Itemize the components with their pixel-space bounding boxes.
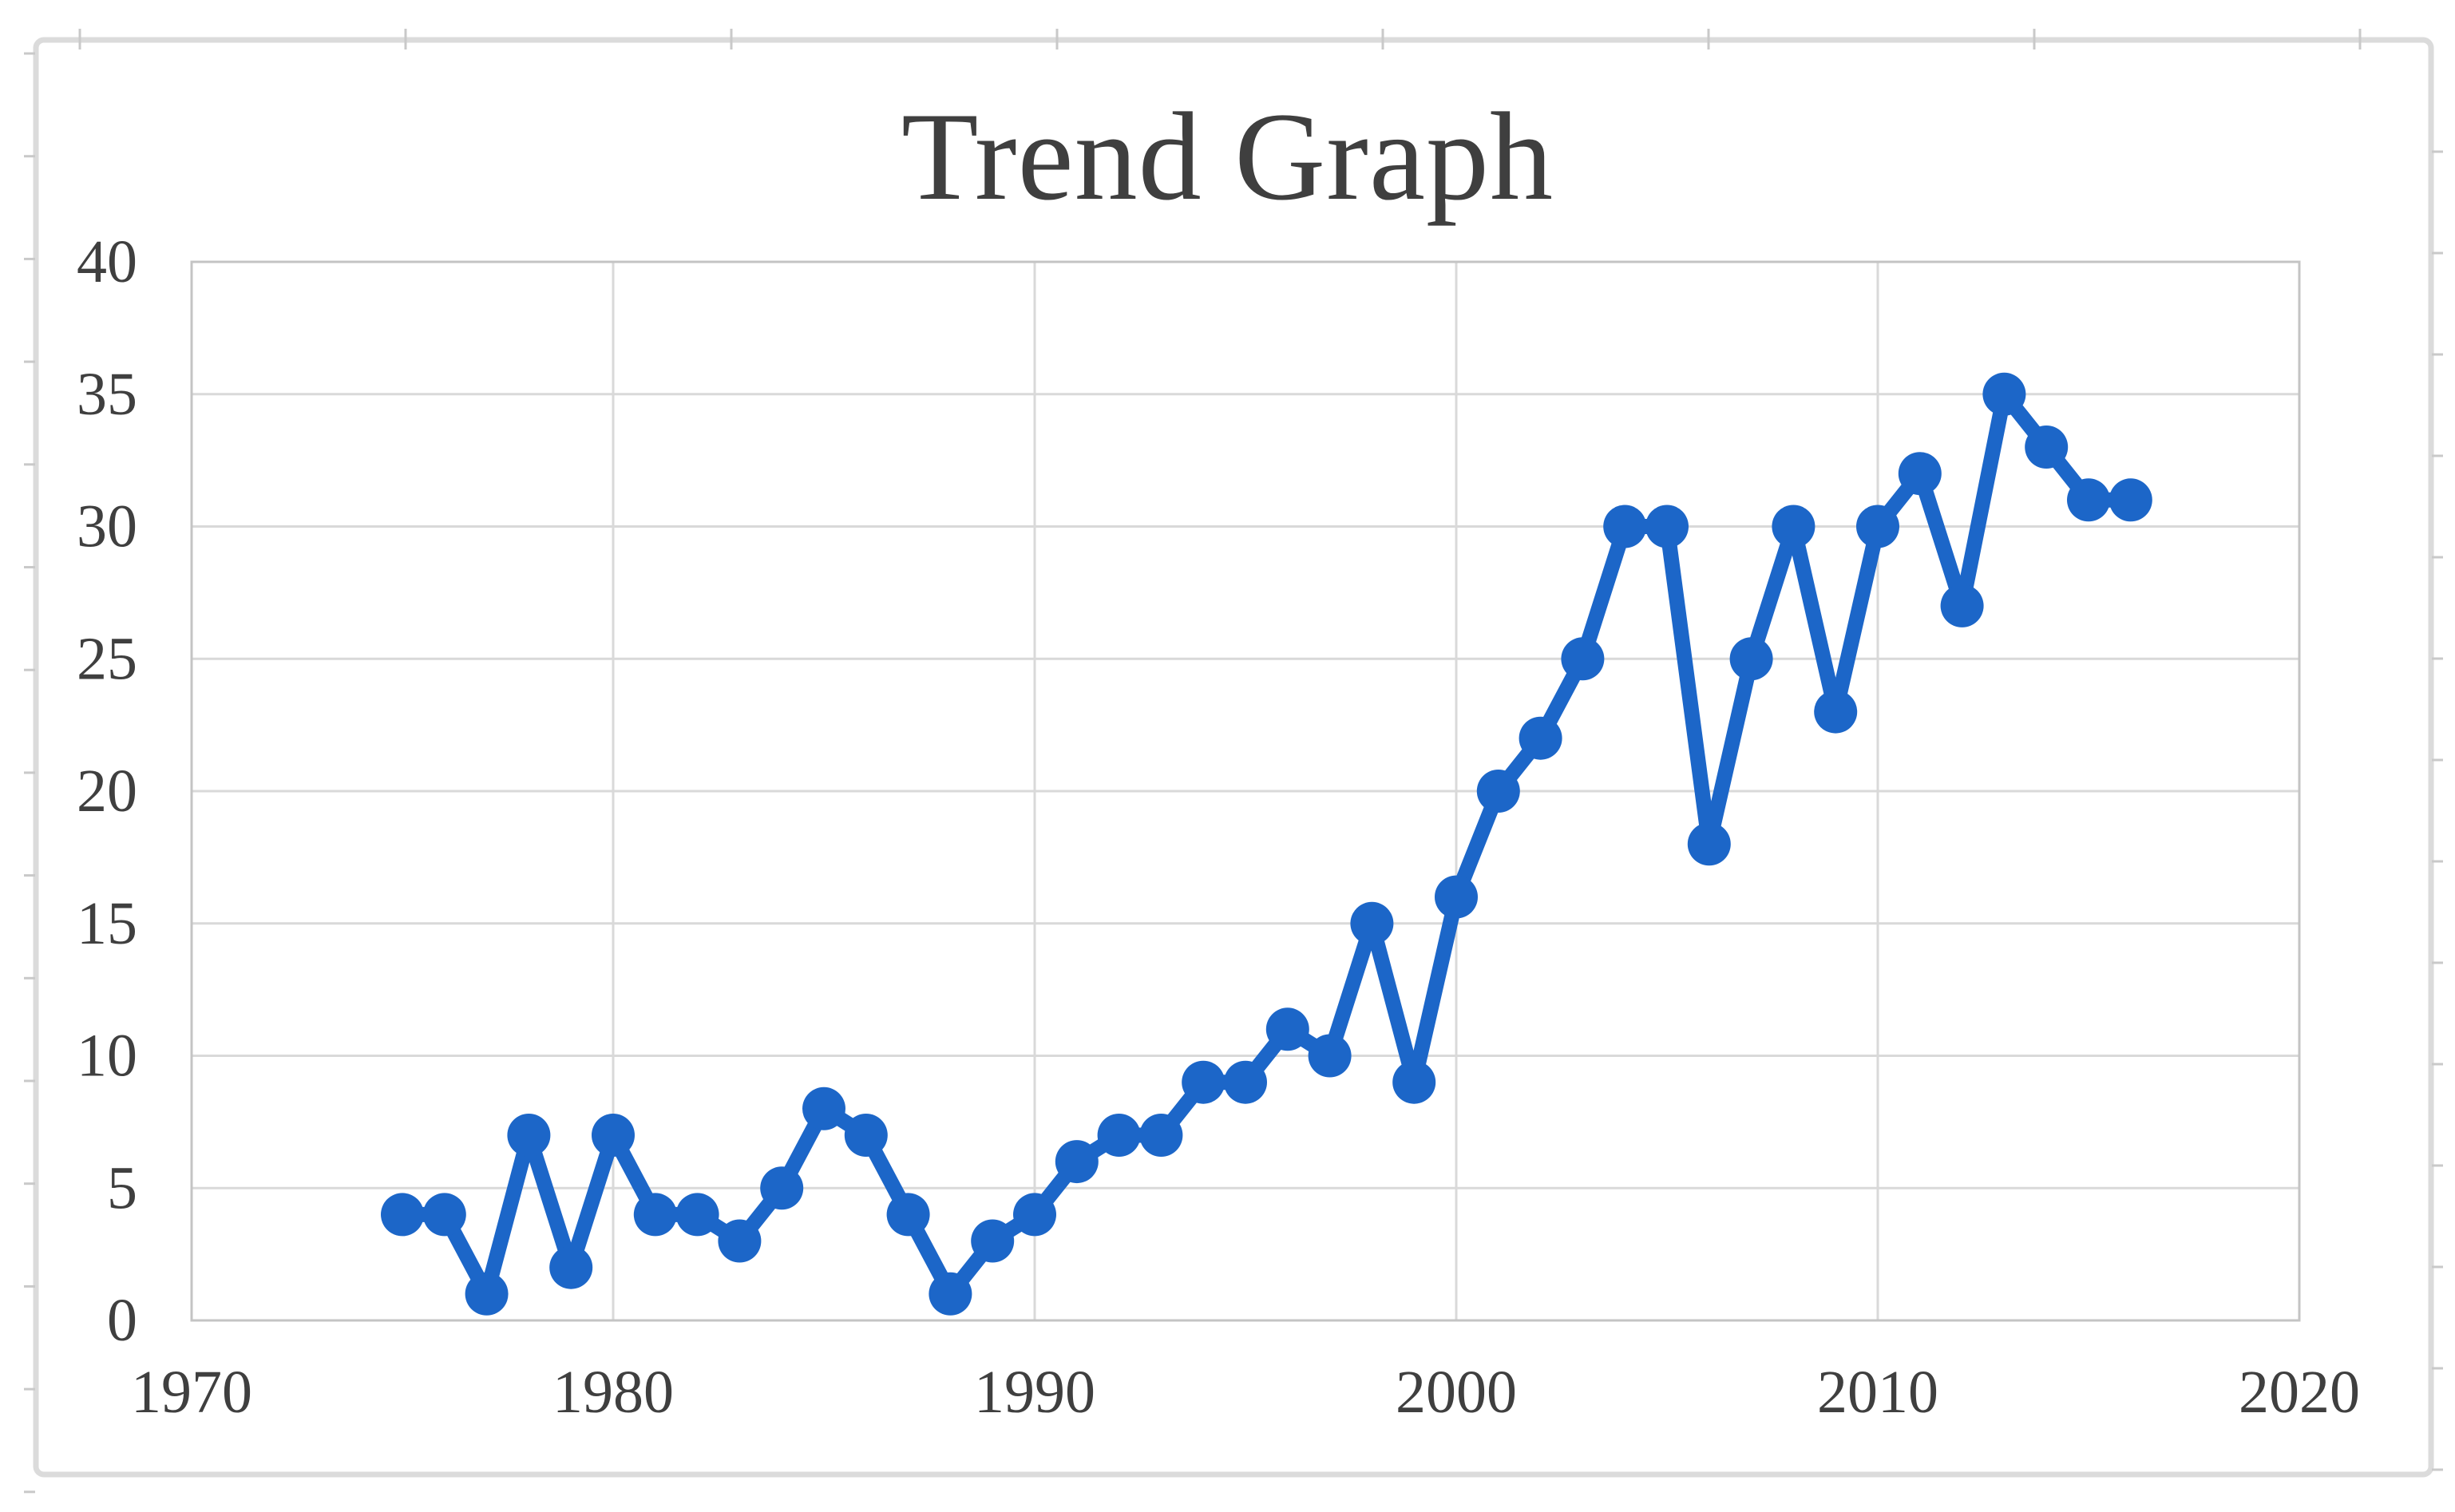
data-point-2007 bbox=[1729, 637, 1773, 681]
data-point-1999 bbox=[1392, 1060, 1436, 1104]
y-axis-label-0: 0 bbox=[107, 1287, 137, 1354]
data-point-1992 bbox=[1097, 1114, 1141, 1157]
data-point-1994 bbox=[1182, 1060, 1226, 1104]
data-point-2002 bbox=[1519, 716, 1562, 760]
data-point-1985 bbox=[802, 1087, 845, 1130]
x-axis-label-1970: 1970 bbox=[131, 1359, 252, 1426]
data-point-2003 bbox=[1561, 637, 1605, 681]
y-axis-label-20: 20 bbox=[77, 758, 137, 825]
data-point-1984 bbox=[760, 1166, 804, 1210]
data-point-2011 bbox=[1898, 452, 1942, 496]
data-point-2014 bbox=[2025, 425, 2069, 469]
y-axis-label-30: 30 bbox=[77, 493, 137, 560]
data-point-1978 bbox=[507, 1114, 551, 1157]
data-point-2012 bbox=[1940, 584, 1984, 627]
data-point-1981 bbox=[633, 1193, 677, 1237]
data-point-1988 bbox=[929, 1272, 972, 1316]
data-point-2004 bbox=[1603, 505, 1647, 548]
x-axis-label-1980: 1980 bbox=[552, 1359, 674, 1426]
y-axis-label-5: 5 bbox=[107, 1154, 137, 1221]
data-point-2009 bbox=[1814, 690, 1858, 734]
chart-title: Trend Graph bbox=[901, 87, 1554, 227]
data-point-2016 bbox=[2109, 478, 2152, 522]
data-point-1995 bbox=[1224, 1060, 1267, 1104]
y-axis-label-10: 10 bbox=[77, 1023, 137, 1090]
data-point-1998 bbox=[1350, 901, 1394, 945]
data-point-2000 bbox=[1435, 875, 1478, 919]
data-point-1982 bbox=[675, 1193, 719, 1237]
chart-frame-border bbox=[33, 37, 2434, 1478]
data-point-1987 bbox=[886, 1193, 930, 1237]
data-point-1977 bbox=[465, 1272, 509, 1316]
data-point-2008 bbox=[1772, 505, 1816, 548]
x-axis-label-2000: 2000 bbox=[1396, 1359, 1517, 1426]
y-axis-label-25: 25 bbox=[77, 625, 137, 692]
y-axis-label-35: 35 bbox=[77, 361, 137, 428]
x-axis-label-1990: 1990 bbox=[974, 1359, 1095, 1426]
data-point-2015 bbox=[2067, 478, 2110, 522]
y-axis-label-15: 15 bbox=[77, 890, 137, 957]
data-point-2013 bbox=[1982, 372, 2026, 416]
data-point-1983 bbox=[718, 1219, 762, 1263]
data-point-1980 bbox=[592, 1114, 635, 1157]
data-point-2006 bbox=[1687, 822, 1731, 866]
y-axis-label-40: 40 bbox=[77, 228, 137, 295]
data-point-1986 bbox=[844, 1114, 888, 1157]
data-point-1989 bbox=[971, 1219, 1015, 1263]
data-point-1979 bbox=[549, 1245, 593, 1289]
data-point-2001 bbox=[1476, 770, 1520, 813]
data-point-2010 bbox=[1856, 505, 1899, 548]
data-point-1996 bbox=[1265, 1007, 1309, 1051]
x-axis-label-2020: 2020 bbox=[2239, 1359, 2360, 1426]
data-point-1991 bbox=[1055, 1140, 1099, 1184]
data-point-1997 bbox=[1308, 1034, 1352, 1078]
data-point-1993 bbox=[1139, 1114, 1183, 1157]
data-point-1990 bbox=[1013, 1193, 1056, 1237]
data-point-1975 bbox=[381, 1193, 424, 1237]
plot-border bbox=[190, 260, 2301, 1322]
x-axis-label-2010: 2010 bbox=[1817, 1359, 1938, 1426]
data-point-2005 bbox=[1645, 505, 1689, 548]
data-point-1976 bbox=[422, 1193, 466, 1237]
